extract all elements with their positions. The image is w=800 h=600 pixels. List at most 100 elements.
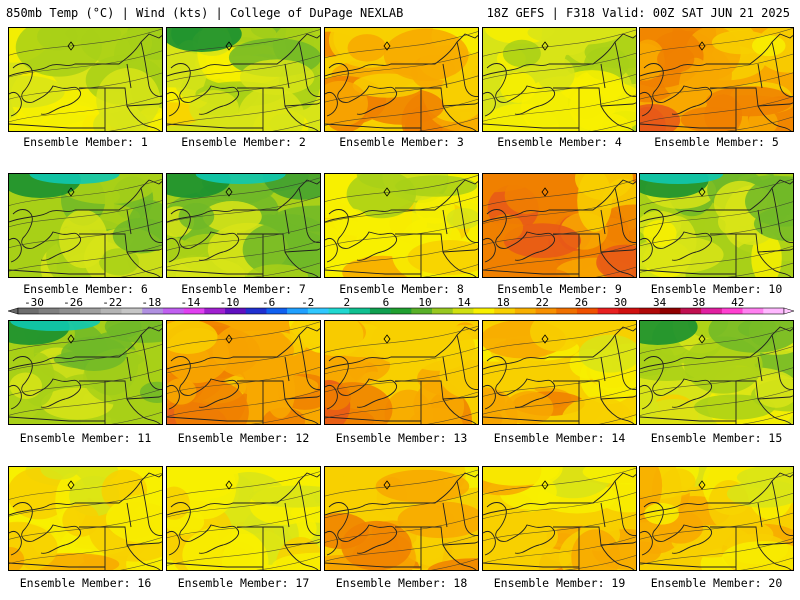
colorbar-tick-label: -2 bbox=[301, 296, 314, 309]
colorbar-tick-label: -10 bbox=[220, 296, 240, 309]
ensemble-map-panel bbox=[324, 466, 479, 571]
colorbar-tick-label: 6 bbox=[383, 296, 390, 309]
ensemble-member-caption: Ensemble Member: 15 bbox=[650, 431, 783, 445]
colorbar-swatch bbox=[494, 308, 516, 314]
ensemble-member-caption: Ensemble Member: 11 bbox=[19, 431, 152, 445]
ensemble-member-caption: Ensemble Member: 12 bbox=[177, 431, 310, 445]
ensemble-member-caption: Ensemble Member: 9 bbox=[497, 282, 622, 296]
colorbar-swatch bbox=[225, 308, 247, 314]
colorbar-swatch bbox=[576, 308, 598, 314]
colorbar-tick-label: 30 bbox=[614, 296, 627, 309]
colorbar-swatch bbox=[680, 308, 702, 314]
ensemble-member-caption: Ensemble Member: 10 bbox=[650, 282, 783, 296]
colorbar-tick-label: 14 bbox=[457, 296, 471, 309]
ensemble-map-panel bbox=[639, 27, 794, 132]
ensemble-map-panel bbox=[482, 173, 637, 278]
colorbar-tick-label: -14 bbox=[180, 296, 200, 309]
colorbar-swatch bbox=[659, 308, 681, 314]
colorbar-tick-label: 34 bbox=[653, 296, 667, 309]
temperature-colorbar: -30 -26 -22 -18 -14 -10 -6 -2 2 6 10 14 18 22 26 30 34 38… bbox=[7, 296, 795, 315]
ensemble-map-panel bbox=[482, 320, 637, 425]
colorbar-swatch bbox=[307, 308, 329, 314]
ensemble-map-panel bbox=[639, 173, 794, 278]
colorbar-tick-label: 2 bbox=[343, 296, 350, 309]
colorbar-swatch bbox=[245, 308, 267, 314]
colorbar-swatch bbox=[18, 308, 40, 314]
colorbar-swatch bbox=[556, 308, 578, 314]
ensemble-member-caption: Ensemble Member: 18 bbox=[335, 576, 468, 590]
ensemble-member-caption: Ensemble Member: 3 bbox=[339, 135, 464, 149]
colorbar-swatch bbox=[763, 308, 785, 314]
colorbar-swatch bbox=[100, 308, 122, 314]
ensemble-map-panel bbox=[482, 27, 637, 132]
model-run-info: 18Z GEFS | F318 Valid: 00Z SAT JUN 21 20… bbox=[486, 6, 790, 20]
ensemble-map-panel bbox=[8, 320, 163, 425]
ensemble-map-panel bbox=[166, 320, 321, 425]
ensemble-map-panel bbox=[482, 466, 637, 571]
colorbar-tick-label: -6 bbox=[262, 296, 275, 309]
colorbar-swatch bbox=[287, 308, 309, 314]
colorbar-swatch bbox=[369, 308, 391, 314]
colorbar-swatch bbox=[390, 308, 412, 314]
ensemble-member-caption: Ensemble Member: 16 bbox=[19, 576, 152, 590]
colorbar-swatch bbox=[38, 308, 60, 314]
ensemble-map-panel bbox=[324, 173, 479, 278]
ensemble-member-caption: Ensemble Member: 5 bbox=[654, 135, 779, 149]
colorbar-swatch bbox=[597, 308, 619, 314]
ensemble-map-panel bbox=[639, 466, 794, 571]
colorbar-swatch bbox=[328, 308, 350, 314]
colorbar-swatch bbox=[639, 308, 661, 314]
map-title: 850mb Temp (°C) | Wind (kts) | College o… bbox=[6, 6, 404, 20]
ensemble-member-caption: Ensemble Member: 4 bbox=[497, 135, 622, 149]
colorbar-swatch bbox=[121, 308, 143, 314]
ensemble-member-caption: Ensemble Member: 2 bbox=[181, 135, 306, 149]
ensemble-map-panel bbox=[166, 173, 321, 278]
ensemble-member-caption: Ensemble Member: 20 bbox=[650, 576, 783, 590]
colorbar-swatch bbox=[349, 308, 371, 314]
ensemble-map-panel bbox=[166, 466, 321, 571]
colorbar-tick-label: -30 bbox=[24, 296, 44, 309]
colorbar-tick-label: -22 bbox=[102, 296, 122, 309]
colorbar-swatch bbox=[411, 308, 433, 314]
colorbar-swatch bbox=[618, 308, 640, 314]
ensemble-member-caption: Ensemble Member: 17 bbox=[177, 576, 310, 590]
colorbar-tick-label: 10 bbox=[418, 296, 431, 309]
colorbar-tick-label: 26 bbox=[575, 296, 588, 309]
colorbar-tick-label: 22 bbox=[536, 296, 549, 309]
ensemble-member-caption: Ensemble Member: 6 bbox=[23, 282, 148, 296]
ensemble-map-panel bbox=[8, 173, 163, 278]
ensemble-member-caption: Ensemble Member: 7 bbox=[181, 282, 306, 296]
colorbar-arrow-left bbox=[7, 307, 19, 315]
ensemble-member-caption: Ensemble Member: 8 bbox=[339, 282, 464, 296]
colorbar-swatch bbox=[183, 308, 205, 314]
colorbar-swatch bbox=[80, 308, 102, 314]
colorbar-swatch bbox=[701, 308, 723, 314]
ensemble-map-panel bbox=[8, 27, 163, 132]
colorbar-swatch bbox=[535, 308, 557, 314]
colorbar-tick-label: -26 bbox=[63, 296, 83, 309]
colorbar-swatch bbox=[162, 308, 184, 314]
ensemble-map-panel bbox=[166, 27, 321, 132]
colorbar-tick-label: 42 bbox=[731, 296, 744, 309]
colorbar-tick-label: -18 bbox=[141, 296, 161, 309]
ensemble-member-caption: Ensemble Member: 14 bbox=[493, 431, 626, 445]
ensemble-map-panel bbox=[8, 466, 163, 571]
colorbar-swatch bbox=[742, 308, 764, 314]
colorbar-swatch bbox=[452, 308, 474, 314]
colorbar-arrow-right bbox=[783, 307, 795, 315]
colorbar-swatch bbox=[142, 308, 164, 314]
colorbar-swatch bbox=[514, 308, 536, 314]
ensemble-map-panel bbox=[324, 27, 479, 132]
colorbar-tick-label: 18 bbox=[497, 296, 510, 309]
ensemble-map-panel bbox=[324, 320, 479, 425]
colorbar-swatch bbox=[266, 308, 288, 314]
ensemble-member-caption: Ensemble Member: 1 bbox=[23, 135, 148, 149]
colorbar-swatch bbox=[59, 308, 81, 314]
ensemble-map-panel bbox=[639, 320, 794, 425]
colorbar-swatch bbox=[432, 308, 454, 314]
ensemble-member-caption: Ensemble Member: 19 bbox=[493, 576, 626, 590]
colorbar-tick-label: 38 bbox=[692, 296, 705, 309]
colorbar-swatch bbox=[204, 308, 226, 314]
colorbar-swatch bbox=[473, 308, 495, 314]
colorbar-swatch bbox=[721, 308, 743, 314]
